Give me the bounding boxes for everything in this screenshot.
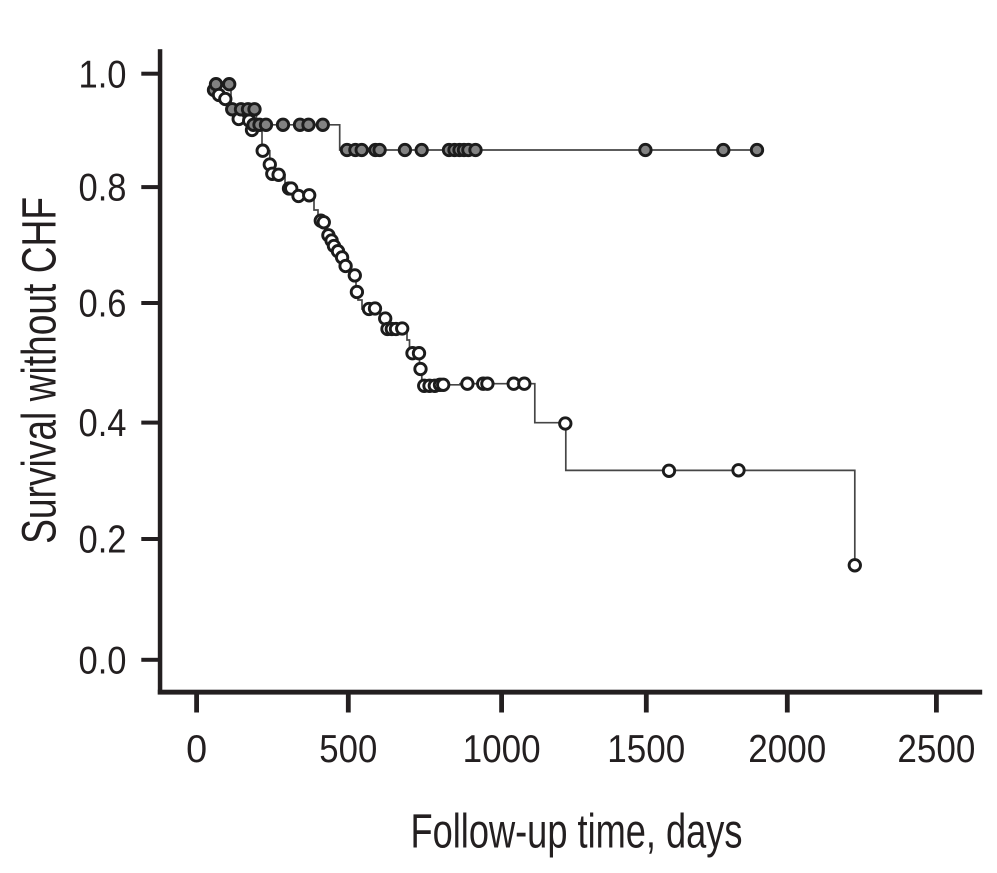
svg-text:0.0: 0.0 bbox=[79, 639, 127, 682]
svg-text:2500: 2500 bbox=[897, 728, 975, 771]
svg-text:0.6: 0.6 bbox=[79, 283, 127, 326]
svg-text:0: 0 bbox=[186, 728, 207, 771]
svg-text:1.0: 1.0 bbox=[79, 53, 127, 96]
svg-text:0.8: 0.8 bbox=[79, 167, 127, 210]
svg-text:0.4: 0.4 bbox=[79, 402, 127, 445]
svg-text:Follow-up time, days: Follow-up time, days bbox=[411, 806, 743, 859]
svg-text:Survival without CHF: Survival without CHF bbox=[14, 197, 67, 544]
svg-text:2000: 2000 bbox=[748, 728, 826, 771]
svg-text:1500: 1500 bbox=[607, 728, 685, 771]
svg-text:1000: 1000 bbox=[463, 728, 541, 771]
svg-text:0.2: 0.2 bbox=[79, 519, 127, 562]
svg-text:500: 500 bbox=[319, 728, 377, 771]
